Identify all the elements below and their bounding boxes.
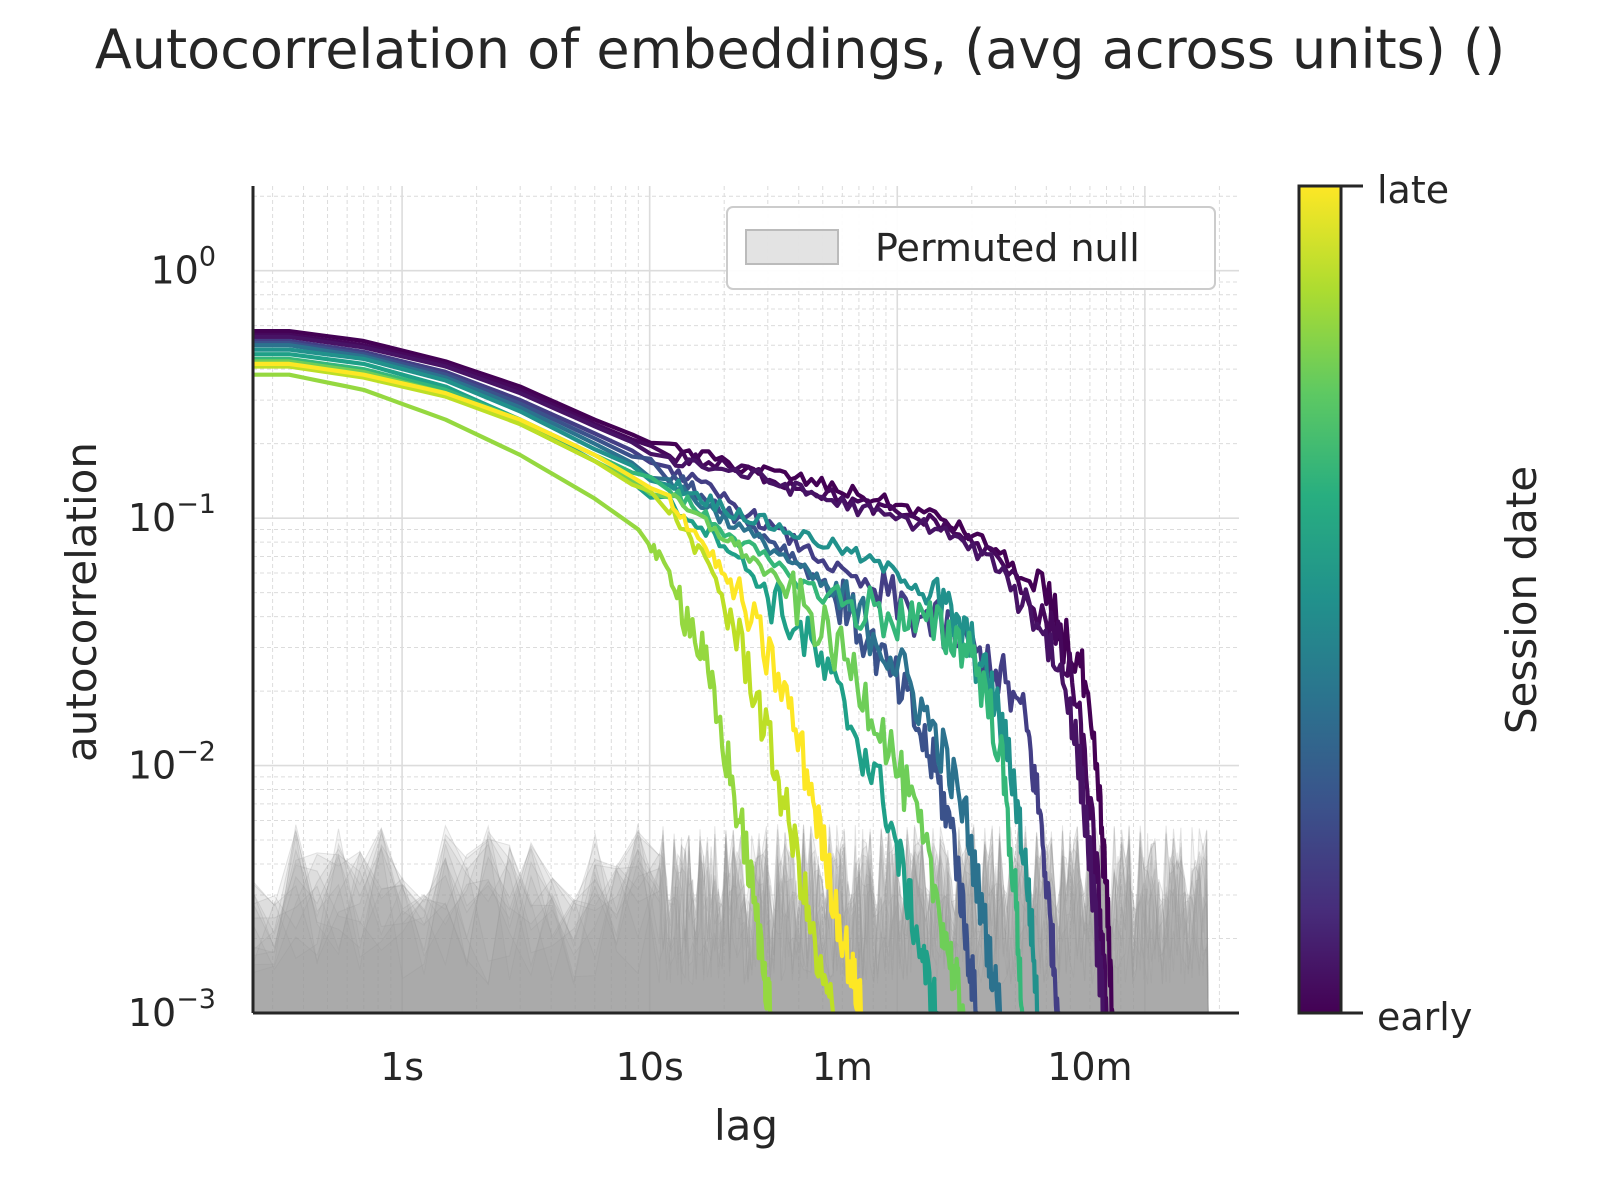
colorbar-label-late: late bbox=[1377, 168, 1449, 212]
colorbar: late early Session date bbox=[1297, 168, 1546, 1039]
series-line-9 bbox=[253, 356, 1025, 1013]
legend-label: Permuted null bbox=[875, 226, 1140, 270]
legend-box bbox=[726, 206, 1216, 290]
colorbar-gradient bbox=[1297, 184, 1343, 1015]
colorbar-title: Session date bbox=[1497, 466, 1546, 734]
x-tick-label: 1m bbox=[812, 1045, 873, 1089]
series-line-11 bbox=[253, 372, 774, 1013]
y-axis-label: autocorrelation bbox=[57, 442, 106, 762]
series-line-10 bbox=[253, 359, 966, 1013]
x-axis-label: lag bbox=[714, 1101, 778, 1150]
x-tick-label: 1s bbox=[380, 1045, 424, 1089]
series-line-12 bbox=[253, 364, 836, 1013]
legend-null-swatch bbox=[745, 229, 839, 265]
colorbar-label-early: early bbox=[1377, 995, 1472, 1039]
series-line-6 bbox=[253, 343, 1003, 1013]
legend: Permuted null bbox=[726, 206, 1216, 290]
series-line-1 bbox=[253, 329, 1115, 1013]
y-tick-label: 10−3 bbox=[128, 984, 216, 1035]
y-tick-label: 10−2 bbox=[128, 737, 216, 788]
series-group bbox=[253, 329, 1115, 1013]
y-tick-label: 100 bbox=[150, 242, 216, 293]
series-line-3 bbox=[253, 334, 1106, 1013]
x-tick-labels: 1s 10s 1m 10m bbox=[380, 1045, 1132, 1089]
null-band bbox=[253, 824, 1209, 1013]
series-line-13 bbox=[253, 361, 864, 1013]
x-tick-label: 10s bbox=[616, 1045, 684, 1089]
y-tick-label: 10−1 bbox=[128, 489, 216, 540]
y-tick-labels: 100 10−1 10−2 10−3 bbox=[128, 242, 216, 1035]
chart-title: Autocorrelation of embeddings, (avg acro… bbox=[95, 18, 1505, 81]
series-line-7 bbox=[253, 347, 1040, 1013]
x-tick-label: 10m bbox=[1047, 1045, 1132, 1089]
